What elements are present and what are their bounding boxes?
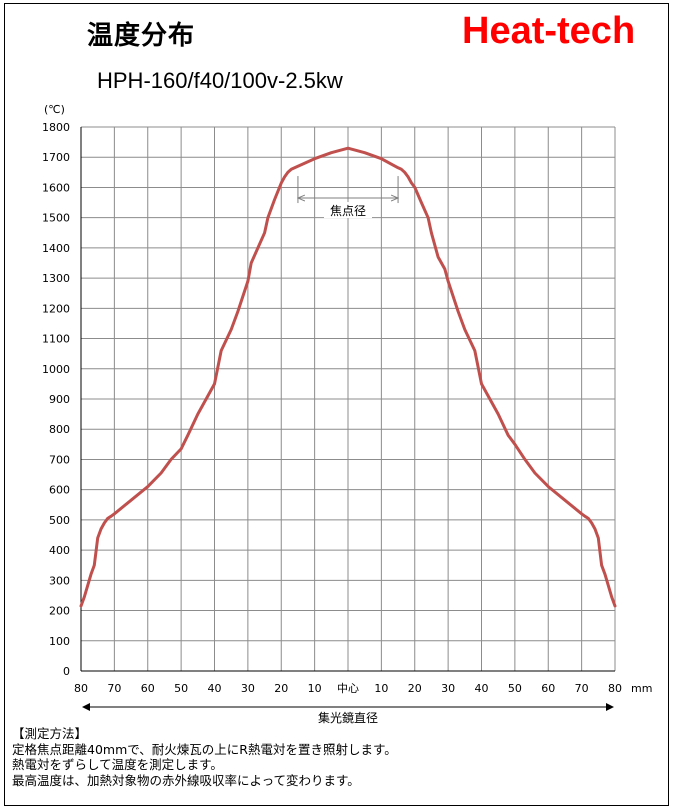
temperature-distribution-chart: 0 100 200 300 400 500 600 700 800 900 1000 1100 1200… <box>42 103 652 725</box>
x-tick-label: 60 <box>541 682 555 695</box>
x-axis-unit-label: mm <box>631 682 652 695</box>
y-tick-label: 1800 <box>42 121 70 134</box>
notes-heading: 【測定方法】 <box>12 726 88 741</box>
y-tick-label: 1400 <box>42 242 70 255</box>
x-tick-label: 80 <box>608 682 622 695</box>
y-tick-label: 100 <box>49 635 70 648</box>
temperature-series-line <box>79 146 617 608</box>
notes-line-1: 定格焦点距離40mmで、耐火煉瓦の上にR熱電対を置き照射します。 <box>12 741 397 757</box>
notes-line-2: 熱電対をずらして温度を測定します。 <box>12 757 223 772</box>
brand-logo: Heat-tech <box>462 10 636 52</box>
y-tick-label: 1100 <box>42 333 70 346</box>
notes-line-3: 最高温度は、加熱対象物の赤外線吸収率によって変わります。 <box>12 772 360 788</box>
x-tick-label: 30 <box>241 682 255 695</box>
y-tick-label: 900 <box>49 393 70 406</box>
y-tick-label: 200 <box>49 605 70 618</box>
y-tick-label: 400 <box>49 544 70 557</box>
y-tick-label: 1500 <box>42 212 70 225</box>
x-tick-label: 70 <box>575 682 589 695</box>
y-tick-label: 1700 <box>42 151 70 164</box>
y-tick-label: 500 <box>49 514 70 527</box>
x-tick-label: 50 <box>508 682 522 695</box>
x-tick-label: 40 <box>208 682 222 695</box>
y-tick-label: 1600 <box>42 181 70 194</box>
x-tick-label: 50 <box>174 682 188 695</box>
y-tick-label: 300 <box>49 574 70 587</box>
x-tick-label: 10 <box>374 682 388 695</box>
focal-diameter-label-bg <box>324 202 372 219</box>
x-tick-label: 10 <box>308 682 322 695</box>
model-subtitle: HPH-160/f40/100v-2.5kw <box>97 68 343 93</box>
y-tick-label: 0 <box>63 665 70 678</box>
y-tick-label: 800 <box>49 423 70 436</box>
y-tick-label: 600 <box>49 484 70 497</box>
x-tick-label: 70 <box>107 682 121 695</box>
measurement-notes: 【測定方法】 定格焦点距離40mmで、耐火煉瓦の上にR熱電対を置き照射します。 … <box>12 726 397 788</box>
page-title: 温度分布 <box>87 21 196 51</box>
x-axis-label: 集光鏡直径 <box>318 710 378 725</box>
y-tick-label: 1000 <box>42 363 70 376</box>
y-tick-label: 1200 <box>42 302 70 315</box>
x-tick-label: 80 <box>74 682 88 695</box>
figure-frame <box>4 3 669 806</box>
y-axis-unit-label: (℃) <box>44 103 65 116</box>
x-tick-label: 30 <box>441 682 455 695</box>
x-tick-label: 40 <box>475 682 489 695</box>
y-tick-label: 1300 <box>42 272 70 285</box>
focal-diameter-label: 焦点径 <box>330 204 366 218</box>
x-tick-label: 60 <box>141 682 155 695</box>
x-tick-label: 20 <box>408 682 422 695</box>
y-tick-label: 700 <box>49 453 70 466</box>
x-tick-label: 20 <box>274 682 288 695</box>
x-tick-label: 中心 <box>337 682 359 695</box>
